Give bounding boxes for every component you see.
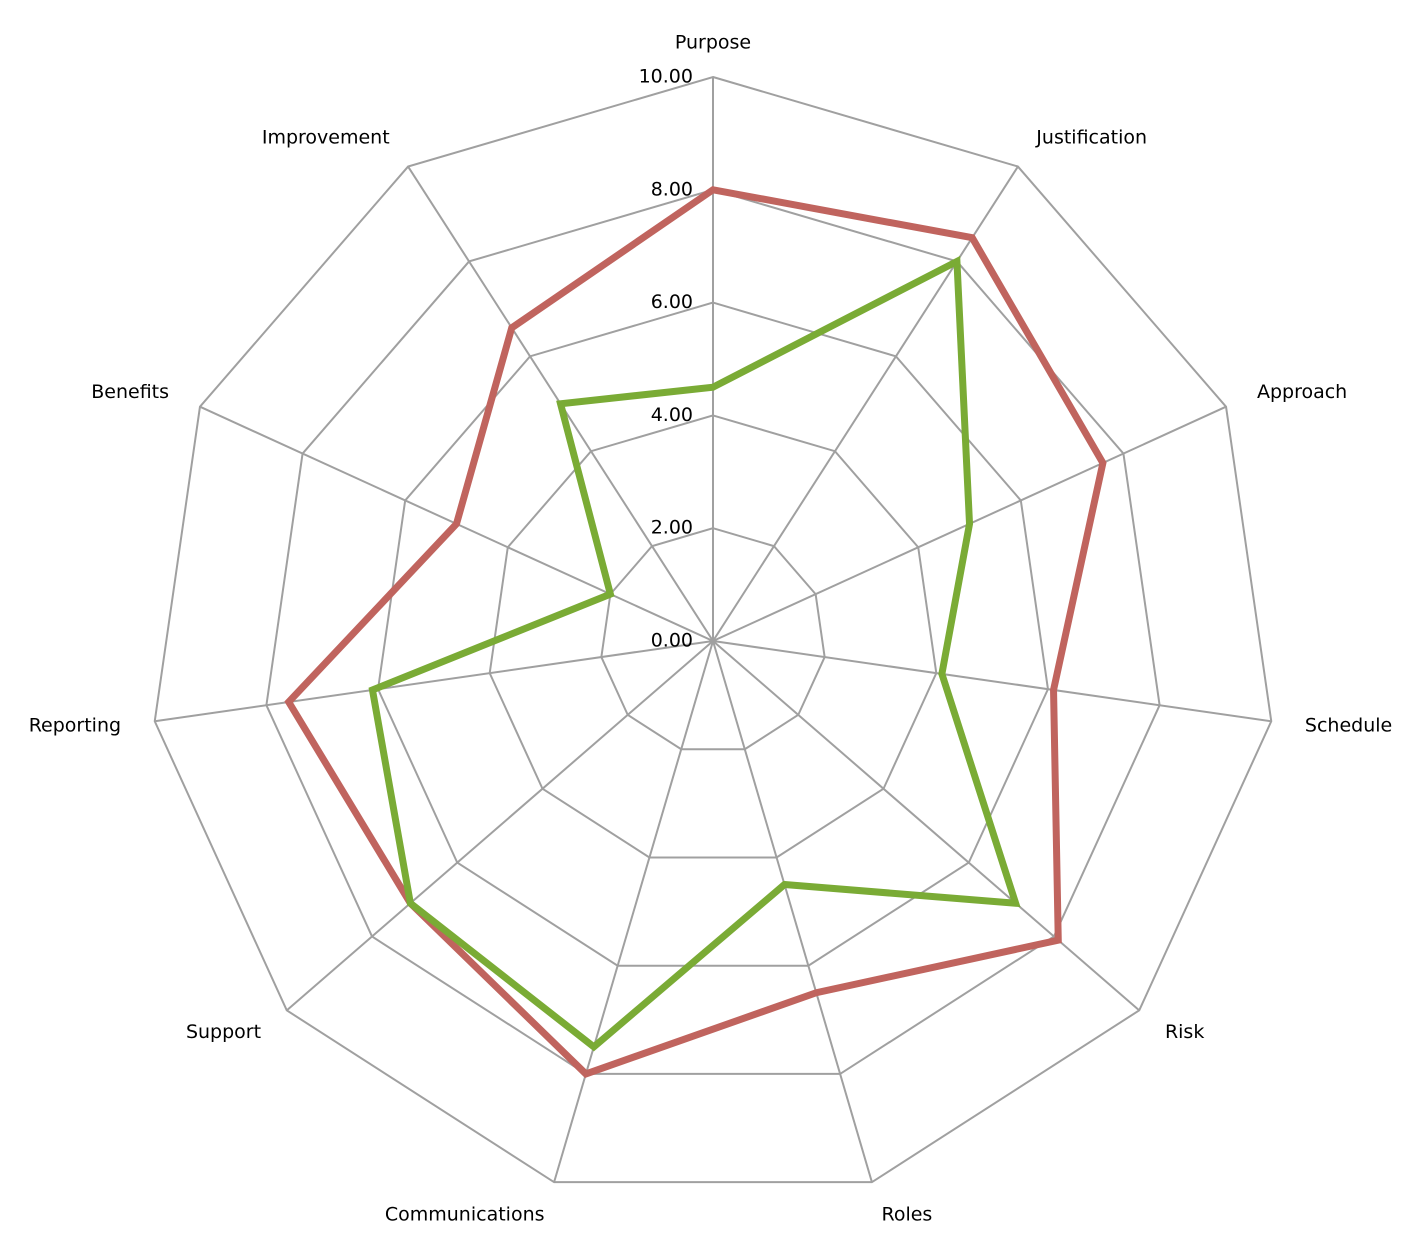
spoke <box>286 640 714 1012</box>
y-tick-label: 0.00 <box>651 630 693 652</box>
category-label: Justification <box>1035 126 1147 148</box>
grid-line <box>600 527 826 751</box>
spoke <box>553 640 714 1183</box>
grid-line <box>377 301 1049 967</box>
y-tick-label: 10.00 <box>639 66 693 88</box>
y-tick-label: 4.00 <box>651 404 693 426</box>
spoke <box>712 640 1272 723</box>
category-label: Purpose <box>675 32 751 54</box>
category-label: Benefits <box>91 381 169 403</box>
spoke <box>712 640 1140 1012</box>
y-tick-label: 6.00 <box>651 291 693 313</box>
category-label: Improvement <box>262 126 390 148</box>
category-label: Reporting <box>29 715 121 737</box>
category-label: Communications <box>385 1203 545 1225</box>
spoke <box>712 640 873 1183</box>
category-label: Risk <box>1165 1021 1204 1043</box>
category-label: Support <box>186 1021 261 1043</box>
y-tick-label: 8.00 <box>651 178 693 200</box>
grid-line <box>265 188 1161 1075</box>
category-label: Schedule <box>1305 715 1392 737</box>
category-label: Approach <box>1257 381 1347 403</box>
series-line <box>284 186 1107 1078</box>
y-tick-label: 2.00 <box>651 517 693 539</box>
category-label: Roles <box>881 1203 932 1225</box>
spoke <box>154 640 714 723</box>
grid-line <box>153 75 1273 1184</box>
grid-line <box>488 414 938 859</box>
spoke <box>712 165 1019 642</box>
series-line <box>368 255 1021 1052</box>
